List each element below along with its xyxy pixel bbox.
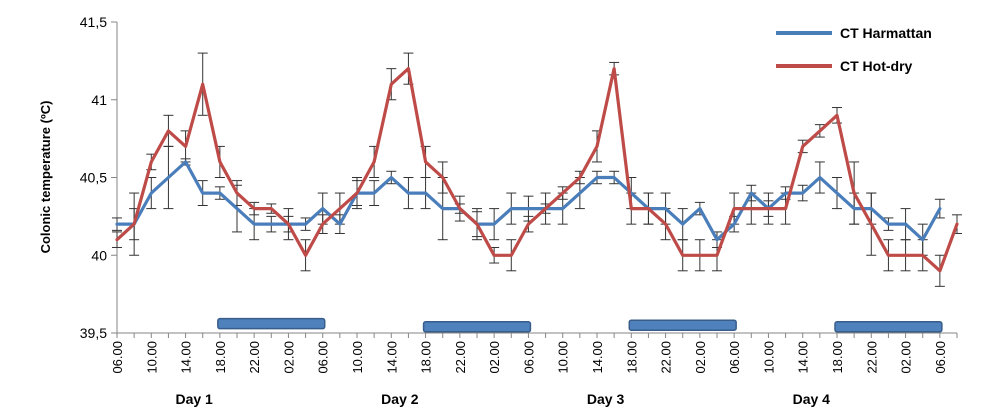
y-tick-label: 40 — [91, 247, 107, 263]
x-tick-label: 06.00 — [933, 341, 948, 374]
x-tick-label: 18.00 — [419, 341, 434, 374]
x-tick-label: 06.00 — [316, 341, 331, 374]
legend: CT Harmattan CT Hot-dry — [776, 25, 932, 74]
y-tick-label: 41,5 — [80, 14, 107, 30]
day-label: Day 2 — [381, 391, 419, 407]
day-labels: Day 1 Day 2 Day 3 Day 4 — [175, 391, 830, 407]
x-tick-label: 10.00 — [556, 341, 571, 374]
x-tick-label: 22.00 — [659, 341, 674, 374]
x-tick-label: 14.00 — [590, 341, 605, 374]
series-line-harmattan — [115, 160, 942, 242]
x-tick-label: 10.00 — [144, 341, 159, 374]
x-tick-label: 10.00 — [761, 341, 776, 374]
y-tick-label: 40,5 — [80, 170, 107, 186]
y-tick-label: 41 — [91, 92, 107, 108]
x-tick-label: 06.00 — [727, 341, 742, 374]
night-bar — [422, 321, 532, 333]
legend-label-hotdry: CT Hot-dry — [840, 58, 913, 74]
y-axis-label: Colonic temperature (ºC) — [38, 101, 53, 254]
night-bar — [217, 317, 326, 330]
x-tick-label: 22.00 — [453, 341, 468, 374]
x-tick-label: 02.00 — [487, 341, 502, 374]
x-tick-label: 06.00 — [521, 341, 536, 374]
error-bars — [112, 52, 962, 287]
series-line-hotdry — [115, 66, 959, 273]
y-tick-label: 39,5 — [80, 325, 107, 341]
x-tick-label: 02.00 — [693, 341, 708, 374]
night-bar — [834, 321, 943, 333]
legend-label-harmattan: CT Harmattan — [840, 25, 932, 41]
x-tick-label: 18.00 — [830, 341, 845, 374]
x-tick-label: 14.00 — [796, 341, 811, 374]
night-bars — [217, 317, 943, 333]
x-tick-label: 06.00 — [110, 341, 125, 374]
series-lines — [115, 66, 959, 273]
night-bar — [628, 319, 737, 331]
day-label: Day 4 — [793, 391, 831, 407]
day-label: Day 3 — [587, 391, 625, 407]
y-axis: 39,5 40 40,5 41 41,5 — [80, 14, 118, 341]
x-tick-label: 02.00 — [281, 341, 296, 374]
day-label: Day 1 — [175, 391, 213, 407]
x-tick-label: 02.00 — [899, 341, 914, 374]
x-tick-label: 22.00 — [864, 341, 879, 374]
x-axis: 06.00 10.00 14.00 18.00 22.00 02.00 06.00 10.00… — [110, 332, 958, 374]
x-tick-label: 18.00 — [213, 341, 228, 374]
x-tick-label: 18.00 — [624, 341, 639, 374]
x-tick-label: 14.00 — [384, 341, 399, 374]
x-tick-label: 22.00 — [247, 341, 262, 374]
x-tick-label: 10.00 — [350, 341, 365, 374]
x-tick-label: 14.00 — [179, 341, 194, 374]
